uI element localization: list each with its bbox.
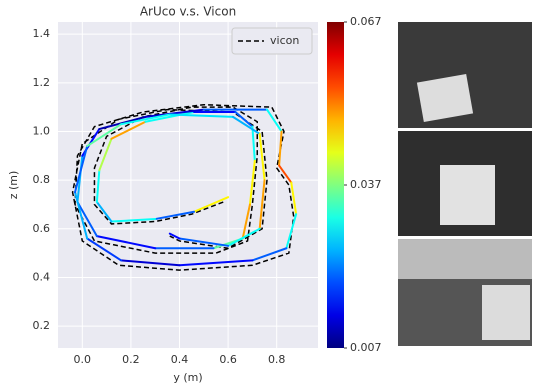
plot-lines <box>71 103 298 271</box>
trajectory-segment <box>110 218 157 223</box>
trajectory-segment <box>120 113 171 126</box>
y-tick-label: 0.8 <box>33 173 51 186</box>
trajectory-segment <box>193 196 230 213</box>
trajectory-segment <box>178 259 254 267</box>
trajectory-segment <box>76 154 84 204</box>
y-tick-label: 1.2 <box>33 76 51 89</box>
colorbar-tick-label: 0.007 <box>350 341 382 354</box>
colorbar-tick-label: 0.037 <box>350 178 382 191</box>
colorbar-tick-label: 0.067 <box>350 15 382 28</box>
x-tick-label: 0.4 <box>171 353 189 366</box>
trajectory-segment <box>74 191 89 240</box>
marker-board <box>416 73 474 123</box>
legend-label: vicon <box>270 34 299 47</box>
trajectory-segment <box>144 108 205 118</box>
trajectory-segment <box>144 111 196 123</box>
chart-title: ArUco v.s. Vicon <box>140 5 236 19</box>
y-tick-label: 1.4 <box>33 27 51 40</box>
trajectory-segment <box>168 113 234 118</box>
trajectory-segment <box>231 115 261 135</box>
sky <box>398 239 532 279</box>
trajectory-segment <box>285 213 298 250</box>
trajectory-segment <box>110 120 147 140</box>
colorbar <box>327 22 344 348</box>
plot-area <box>58 22 318 348</box>
trajectory-segment <box>154 210 196 221</box>
x-tick-label: 0.8 <box>268 353 286 366</box>
trajectory-segment <box>76 201 98 238</box>
x-tick-label: 0.0 <box>74 353 92 366</box>
x-tick-label: 0.2 <box>122 353 140 366</box>
marker-board <box>440 165 495 225</box>
trajectory-segment <box>168 232 181 240</box>
trajectory-segment <box>258 179 266 230</box>
y-axis-label: z (m) <box>7 171 20 200</box>
trajectory-segment <box>98 137 113 172</box>
y-tick-label: 1.0 <box>33 124 51 137</box>
trajectory-segment <box>74 145 89 194</box>
trajectory-segment <box>251 247 288 262</box>
x-tick-label: 0.6 <box>219 353 237 366</box>
trajectory-segment <box>290 181 298 216</box>
trajectory-segment <box>258 132 266 182</box>
trajectory-segment <box>95 201 113 223</box>
y-tick-label: 0.2 <box>33 319 51 332</box>
trajectory-segment <box>278 130 283 167</box>
trajectory-segment <box>234 111 254 128</box>
trajectory-segment <box>248 159 256 206</box>
trajectory-segment <box>86 123 123 148</box>
trajectory-segment <box>95 169 101 204</box>
trajectory-segment <box>120 259 181 267</box>
y-tick-label: 0.4 <box>33 270 51 283</box>
trajectory-segment <box>86 237 123 262</box>
y-tick-label: 0.6 <box>33 222 51 235</box>
trajectory-segment <box>251 125 256 162</box>
x-axis-label: y (m) <box>173 371 202 384</box>
trajectory-segment <box>178 237 230 247</box>
legend-box <box>231 27 313 55</box>
trajectory-segment <box>227 227 261 247</box>
marker-board <box>482 285 530 340</box>
trajectory-segment <box>95 235 157 250</box>
trajectory-segment <box>241 203 251 240</box>
trajectory-segment <box>278 164 293 184</box>
trajectory-segment <box>265 108 283 133</box>
